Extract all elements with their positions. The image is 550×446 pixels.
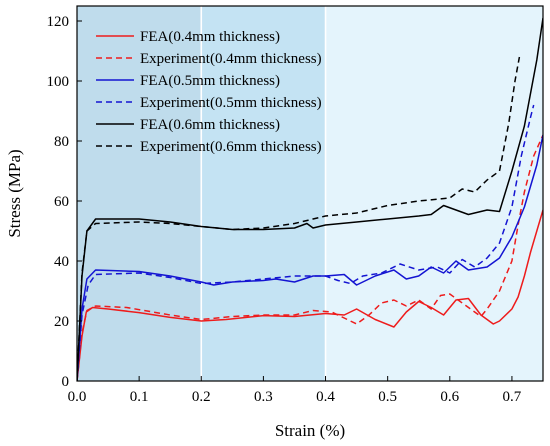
- chart-legend: FEA(0.4mm thickness) Experiment(0.4mm thi…: [96, 29, 322, 155]
- x-tick-label: 0.0: [68, 389, 87, 405]
- chart-series-lines: [77, 17, 543, 381]
- y-tick-label: 20: [54, 314, 69, 330]
- y-tick-label: 80: [54, 134, 69, 150]
- x-axis-title: Strain (%): [275, 421, 345, 440]
- series-line-2: [77, 134, 543, 381]
- series-line-6: [77, 56, 521, 381]
- shaded-strain-regions: [77, 6, 543, 381]
- y-tick-label: 100: [47, 74, 70, 90]
- y-axis-title: Stress (MPa): [5, 149, 24, 237]
- series-line-4: [77, 104, 535, 381]
- legend-label: Experiment(0.4mm thickness): [140, 51, 322, 67]
- series-line-1: [77, 209, 543, 381]
- y-axis-ticks: 0 20 40 60 80 100 120: [47, 14, 82, 390]
- shaded-region-2: [201, 6, 326, 381]
- plot-frame: [76, 5, 544, 382]
- y-tick-label: 60: [54, 194, 69, 210]
- series-line-3: [77, 134, 543, 381]
- x-tick-label: 0.5: [378, 389, 397, 405]
- x-tick-label: 0.1: [130, 389, 149, 405]
- legend-label: FEA(0.5mm thickness): [140, 73, 280, 89]
- x-tick-label: 0.6: [440, 389, 459, 405]
- legend-label: Experiment(0.5mm thickness): [140, 95, 322, 111]
- x-axis-ticks: 0.0 0.1 0.2 0.3 0.4 0.5 0.6 0.7: [68, 376, 522, 405]
- x-tick-label: 0.4: [316, 389, 335, 405]
- y-tick-label: 40: [54, 254, 69, 270]
- x-tick-label: 0.3: [254, 389, 273, 405]
- x-tick-label: 0.2: [192, 389, 211, 405]
- x-tick-label: 0.7: [503, 389, 522, 405]
- legend-label: FEA(0.4mm thickness): [140, 29, 280, 45]
- y-tick-label: 120: [47, 14, 70, 30]
- y-tick-label: 0: [62, 374, 70, 390]
- legend-label: FEA(0.6mm thickness): [140, 117, 280, 133]
- series-line-5: [77, 17, 543, 381]
- shaded-region-3: [325, 6, 543, 381]
- legend-label: Experiment(0.6mm thickness): [140, 139, 322, 155]
